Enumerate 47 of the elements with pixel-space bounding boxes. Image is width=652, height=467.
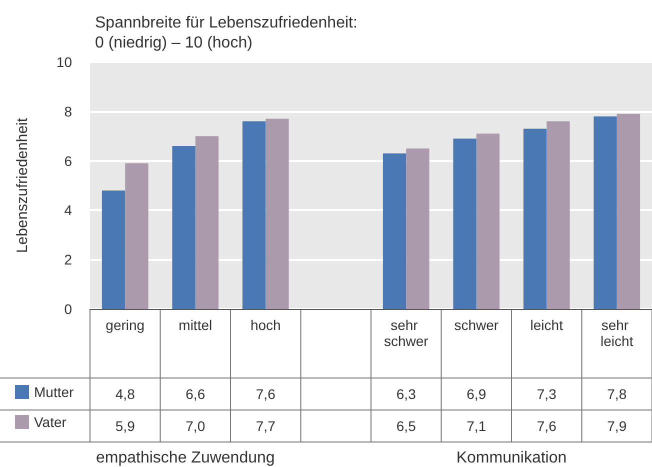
chart-title: Spannbreite für Lebenszufriedenheit: 0 (niedrig) – 10 (hoch)	[95, 14, 358, 52]
y-tick-label: 2	[64, 252, 72, 268]
data-label: 7,6	[536, 418, 557, 434]
bar	[266, 118, 289, 309]
data-label: 7,6	[256, 386, 276, 402]
bar	[594, 116, 617, 309]
bar	[172, 146, 196, 309]
bar	[523, 128, 547, 309]
y-axis-title: Lebenszufriedenheit	[14, 117, 31, 254]
y-tick-label: 0	[64, 301, 72, 317]
bar	[616, 114, 640, 309]
data-label: 6,3	[396, 386, 416, 402]
y-tick-label: 10	[56, 54, 72, 70]
text: empathische Zuwendung	[96, 450, 275, 466]
data-label: 6,9	[466, 386, 486, 402]
x-tick-label: hoch	[250, 317, 281, 333]
bar	[195, 136, 219, 309]
data-label: 5,9	[115, 418, 136, 434]
x-tick-label: sehr schwer	[384, 317, 429, 349]
bar	[125, 163, 148, 309]
bar	[406, 148, 430, 309]
data-label: 7,7	[256, 418, 276, 434]
y-tick-label: 8	[64, 103, 72, 120]
data-label: 6,6	[186, 386, 206, 402]
y-tick-label: 4	[64, 202, 72, 218]
bar	[476, 134, 500, 309]
x-tick-label: mittel	[178, 317, 212, 333]
data-label: 7,1	[466, 418, 486, 434]
x-tick-label: schwer	[454, 317, 499, 333]
bar	[102, 190, 126, 309]
data-label: 7,8	[607, 386, 627, 402]
data-label: 7,0	[186, 418, 206, 434]
legend-label: Vater	[34, 414, 67, 430]
text: Kommunikation	[456, 450, 567, 466]
x-tick-label: sehr leicht	[600, 317, 634, 349]
bar	[453, 138, 476, 309]
data-label: 6,5	[396, 418, 416, 434]
bar	[382, 153, 406, 309]
legend-label: Mutter	[34, 384, 74, 400]
x-tick-label: leicht	[530, 317, 564, 333]
data-label: 7,9	[607, 418, 627, 434]
y-tick-label: 6	[64, 152, 72, 169]
data-label: 4,8	[115, 386, 136, 402]
x-tick-label: gering	[106, 317, 145, 333]
bar	[242, 121, 266, 309]
bar	[546, 121, 570, 309]
data-label: 7,3	[536, 386, 557, 402]
